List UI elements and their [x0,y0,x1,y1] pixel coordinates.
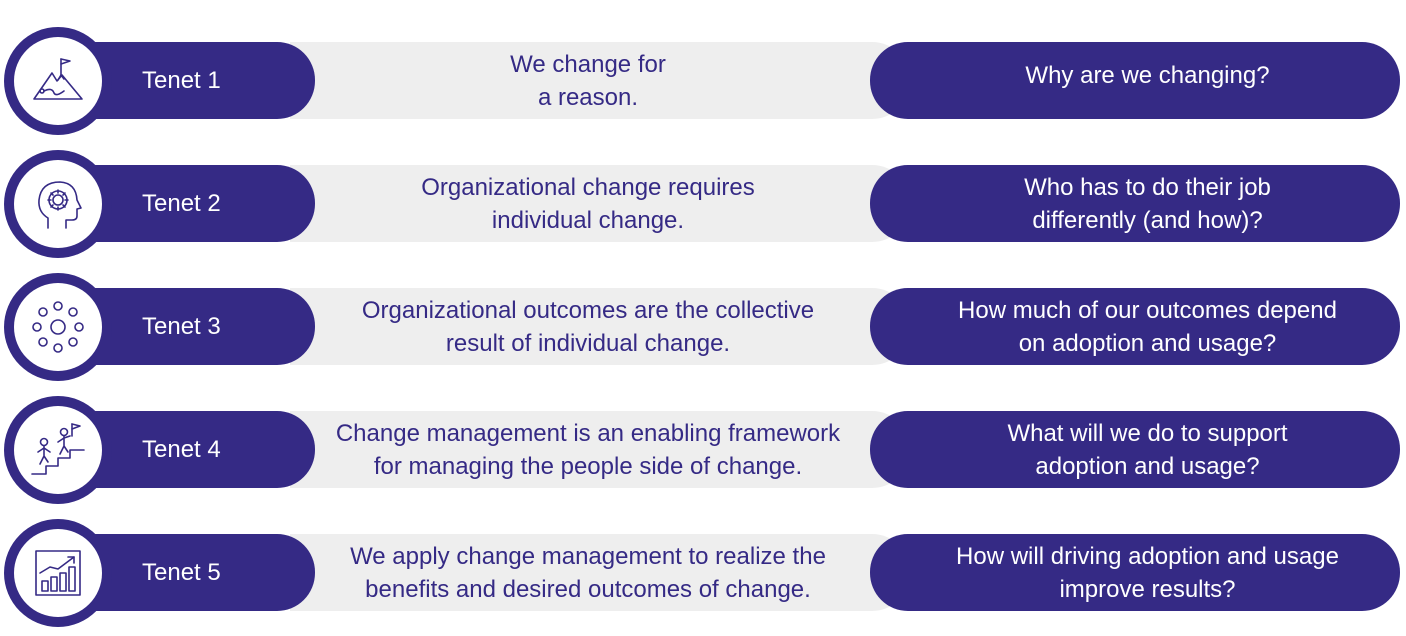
tenet-5-question: How will driving adoption and usage impr… [956,542,1339,603]
tenet-row-4: Tenet 4 Change management is an enabling… [0,396,1406,504]
tenet-1-label: Tenet 1 [142,66,221,94]
tenet-3-icon-badge [4,273,112,381]
head-gear-icon [38,181,82,229]
tenet-4-label: Tenet 4 [142,435,221,463]
tenet-2-label: Tenet 2 [142,189,221,217]
tenet-2-statement: Organizational change requires individua… [421,173,755,234]
tenet-row-3: Tenet 3 Organizational outcomes are the … [0,273,1406,381]
tenet-4-icon-badge [4,396,112,504]
tenet-1-question-pill [870,42,1400,119]
tenet-3-question-pill [870,288,1400,365]
tenet-2-question: Who has to do their job differently (and… [1024,173,1271,234]
tenet-2-question-pill [870,165,1400,242]
tenet-4-question-pill [870,411,1400,488]
tenet-1-statement: We change for a reason. [510,50,666,111]
tenet-5-statement-band [290,534,910,611]
tenet-3-statement: Organizational outcomes are the collecti… [361,296,815,357]
growth-bar-chart-icon [35,550,81,596]
mountain-flag-icon [33,58,83,100]
tenet-5-statement: We apply change management to realize th… [350,542,826,603]
tenet-3-statement-band [290,288,910,365]
tenet-5-label: Tenet 5 [142,558,221,586]
tenet-1-question: Why are we changing? [1025,62,1270,89]
tenet-2-statement-band [290,165,910,242]
tenet-1-icon-badge [4,27,112,135]
tenet-5-icon-badge [4,519,112,627]
tenet-row-5: Tenet 5 We apply change management to re… [0,519,1406,627]
tenet-4-statement: Change management is an enabling framewo… [335,419,841,480]
tenet-5-question-pill [870,534,1400,611]
tenet-4-question: What will we do to support adoption and … [1007,419,1288,480]
tenet-row-2: Tenet 2 Organizational change requires i… [0,150,1406,258]
tenet-4-statement-band [290,411,910,488]
tenet-2-icon-badge [4,150,112,258]
people-climbing-stairs-icon [31,423,85,475]
dots-circle-icon [32,301,84,353]
tenet-1-statement-band [290,42,910,119]
tenet-row-1: Tenet 1 We change for a reason. Why are … [0,27,1406,135]
tenet-3-label: Tenet 3 [142,312,221,340]
tenet-3-question: How much of our outcomes depend on adopt… [958,296,1337,357]
